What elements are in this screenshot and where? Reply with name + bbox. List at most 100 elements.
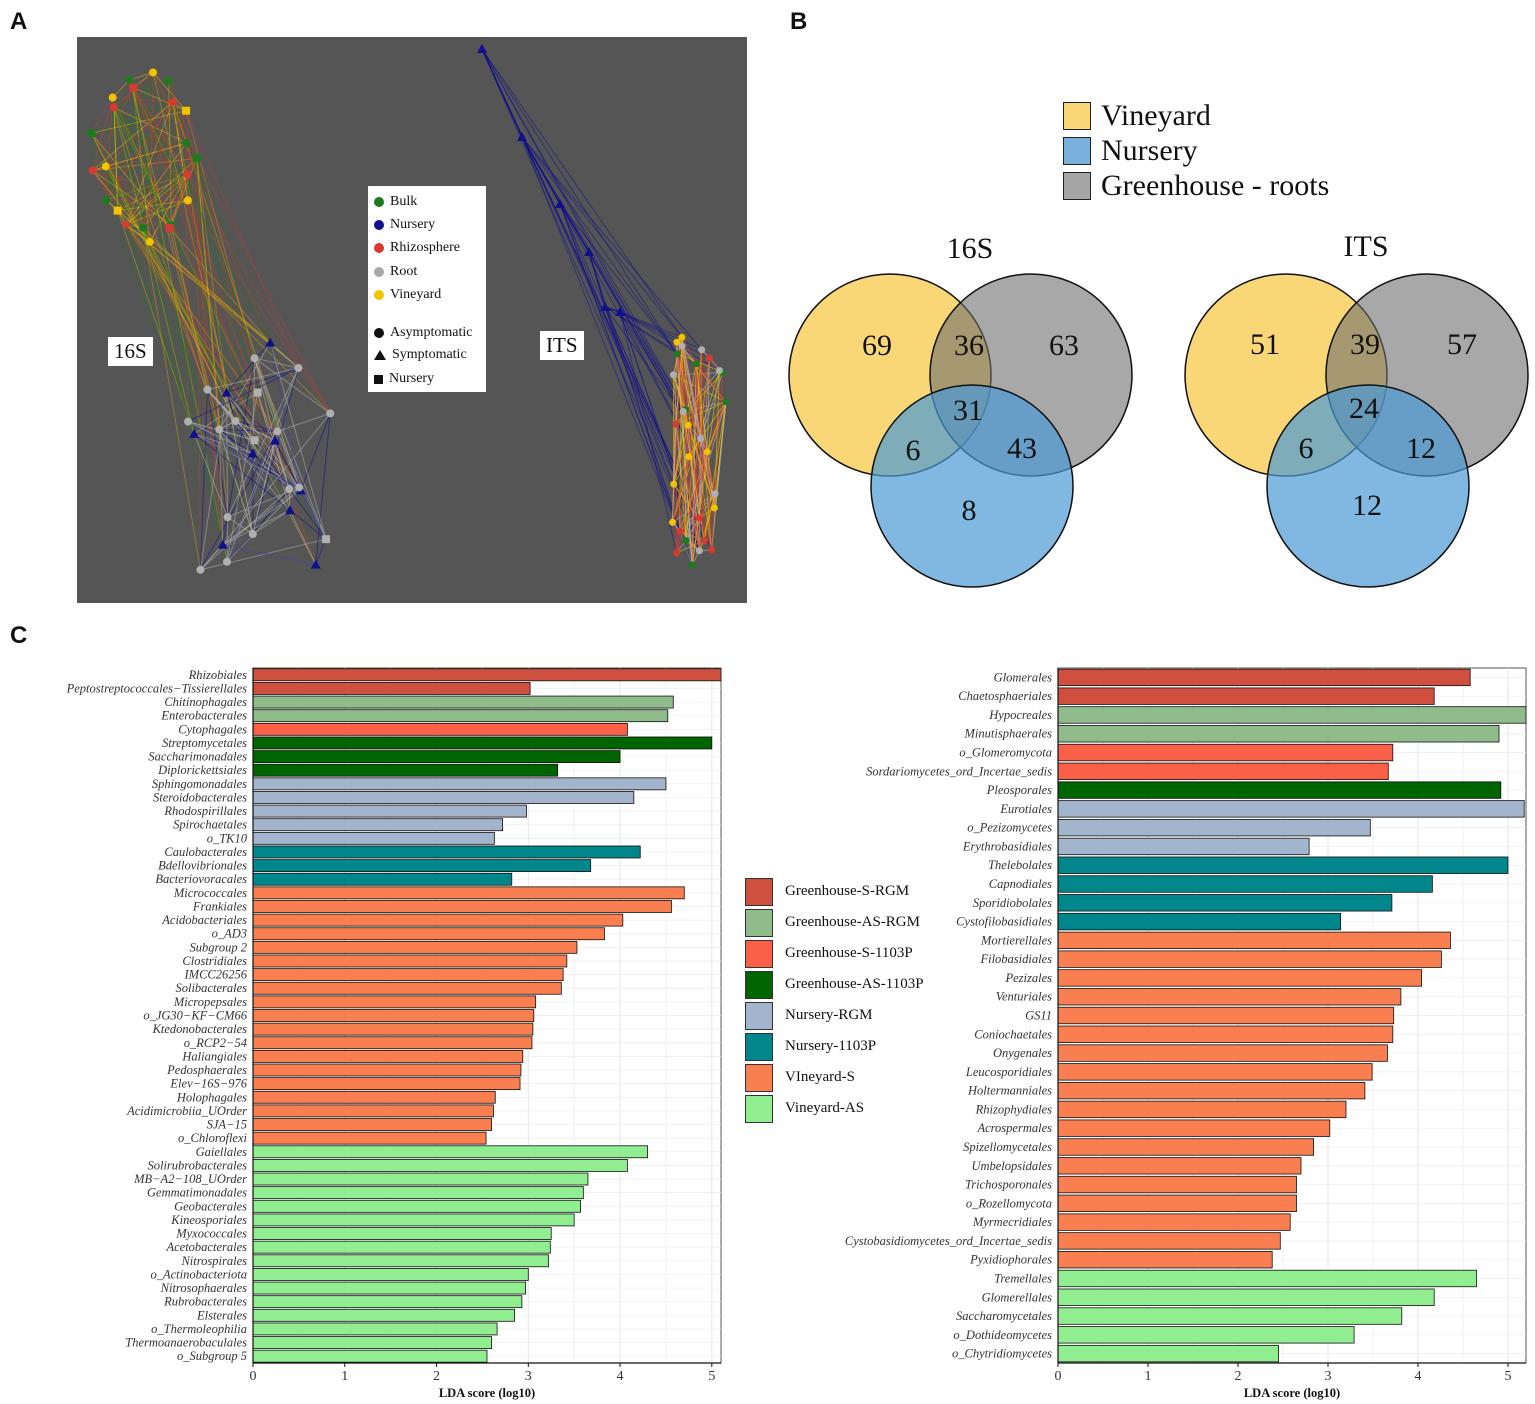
network-edge	[222, 490, 302, 546]
network-edge	[168, 80, 172, 226]
category-label: Acrospermales	[976, 1121, 1052, 1135]
legend-item-nursery: Nursery	[374, 217, 435, 233]
category-label: Cytophagales	[178, 722, 247, 736]
network-edge	[226, 392, 237, 422]
network-node	[250, 354, 259, 363]
network-node	[129, 83, 138, 92]
network-node	[682, 536, 690, 544]
network-edge	[252, 509, 291, 535]
network-edge	[113, 107, 195, 435]
bar	[252, 995, 537, 1009]
venn-legend-label: Vineyard	[1101, 98, 1211, 132]
network-edge	[254, 357, 331, 414]
network-edge	[676, 342, 705, 541]
bar	[252, 1199, 582, 1213]
count-vineyard-greenhouse: 36	[954, 329, 984, 362]
bar	[1057, 743, 1394, 762]
lda-legend-label: VIneyard-S	[785, 1069, 855, 1085]
network-edge	[672, 342, 678, 523]
triangle-icon	[374, 350, 386, 360]
network-edge	[90, 133, 317, 565]
bar	[1057, 1194, 1297, 1213]
network-node	[692, 360, 700, 368]
network-node	[700, 537, 708, 545]
network-edge	[226, 392, 229, 518]
network-node	[708, 546, 716, 554]
nursery-swatch	[1063, 136, 1091, 165]
bar	[1057, 762, 1389, 780]
category-label: Clostridiales	[182, 954, 247, 968]
category-label: o_Dothideomycetes	[953, 1328, 1052, 1342]
category-label: Holophagales	[176, 1090, 247, 1104]
venn-diagrams: 16S 69 36 63 31 6 43 8 ITS 51 39 57 24 6…	[788, 230, 1529, 588]
network-edge	[112, 97, 173, 103]
network-edge	[170, 174, 188, 226]
network-edge	[711, 372, 724, 551]
network-edge	[481, 48, 683, 338]
bar	[1057, 1119, 1331, 1137]
network-edge	[125, 224, 327, 540]
network-node	[670, 480, 678, 488]
bar	[252, 750, 621, 763]
network-node	[679, 407, 687, 415]
category-label: Nitrosophaerales	[160, 1281, 247, 1295]
network-edge	[186, 174, 208, 390]
count-vineyard-nursery: 6	[1299, 432, 1314, 465]
network-edge	[691, 349, 703, 565]
bar	[252, 1186, 584, 1200]
network-edge	[196, 158, 228, 393]
network-node	[247, 448, 258, 458]
network-node	[168, 97, 177, 106]
category-label: Umbelopsidales	[971, 1159, 1052, 1173]
category-label: Spirochaetales	[173, 818, 247, 832]
network-edge	[481, 48, 705, 541]
bar	[252, 1077, 521, 1091]
network-edge	[200, 538, 327, 571]
network-edge	[226, 517, 229, 562]
count-nursery-only: 12	[1352, 489, 1382, 522]
network-edge	[187, 200, 256, 441]
network-node	[685, 453, 693, 461]
bar	[1057, 1307, 1403, 1325]
category-label: Nitrospirales	[180, 1254, 247, 1268]
bar	[252, 1063, 522, 1077]
count-greenhouse-only: 63	[1049, 329, 1079, 362]
network-legend: Bulk Nursery Rhizosphere Root Vineyard A…	[368, 186, 486, 392]
network-edge	[254, 357, 299, 369]
network-edge	[133, 80, 169, 89]
category-label: Minutisphaerales	[964, 727, 1053, 741]
venn-legend-label: Nursery	[1101, 133, 1198, 167]
network-edge	[196, 158, 229, 518]
category-label: Acetobacterales	[165, 1240, 247, 1254]
bar	[1057, 1213, 1291, 1231]
legend-item-root: Root	[374, 264, 417, 280]
category-label: Elsterales	[196, 1308, 247, 1322]
category-label: Saccharomycetales	[956, 1309, 1052, 1323]
network-edge	[619, 311, 723, 374]
network-edge	[105, 199, 229, 518]
category-label: Sordariomycetes_ord_Incertae_sedis	[866, 764, 1052, 778]
network-edge	[172, 101, 189, 201]
network-edge	[672, 522, 678, 553]
category-label: Cystobasidiomycetes_ord_Incertae_sedis	[845, 1234, 1052, 1248]
network-edge	[672, 401, 727, 523]
bar	[252, 722, 628, 736]
network-edge	[142, 157, 198, 229]
network-edge	[269, 342, 300, 488]
category-label: Saccharimonadales	[148, 750, 247, 764]
network-edge	[112, 97, 171, 229]
x-tick-label: 3	[525, 1369, 532, 1384]
network-edge	[700, 358, 710, 439]
network-edge	[92, 101, 174, 171]
category-label: o_Rozellomycota	[966, 1196, 1052, 1210]
nursery-marker	[374, 220, 384, 230]
category-label: Myxococcales	[175, 1227, 247, 1241]
network-edge	[105, 142, 187, 167]
network-node	[184, 417, 193, 426]
venn-title: ITS	[1344, 230, 1389, 263]
bar	[252, 763, 559, 777]
category-label: SJA−15	[207, 1118, 247, 1132]
network-edge	[218, 429, 302, 491]
network-node	[125, 75, 134, 84]
network-edge	[105, 199, 170, 229]
